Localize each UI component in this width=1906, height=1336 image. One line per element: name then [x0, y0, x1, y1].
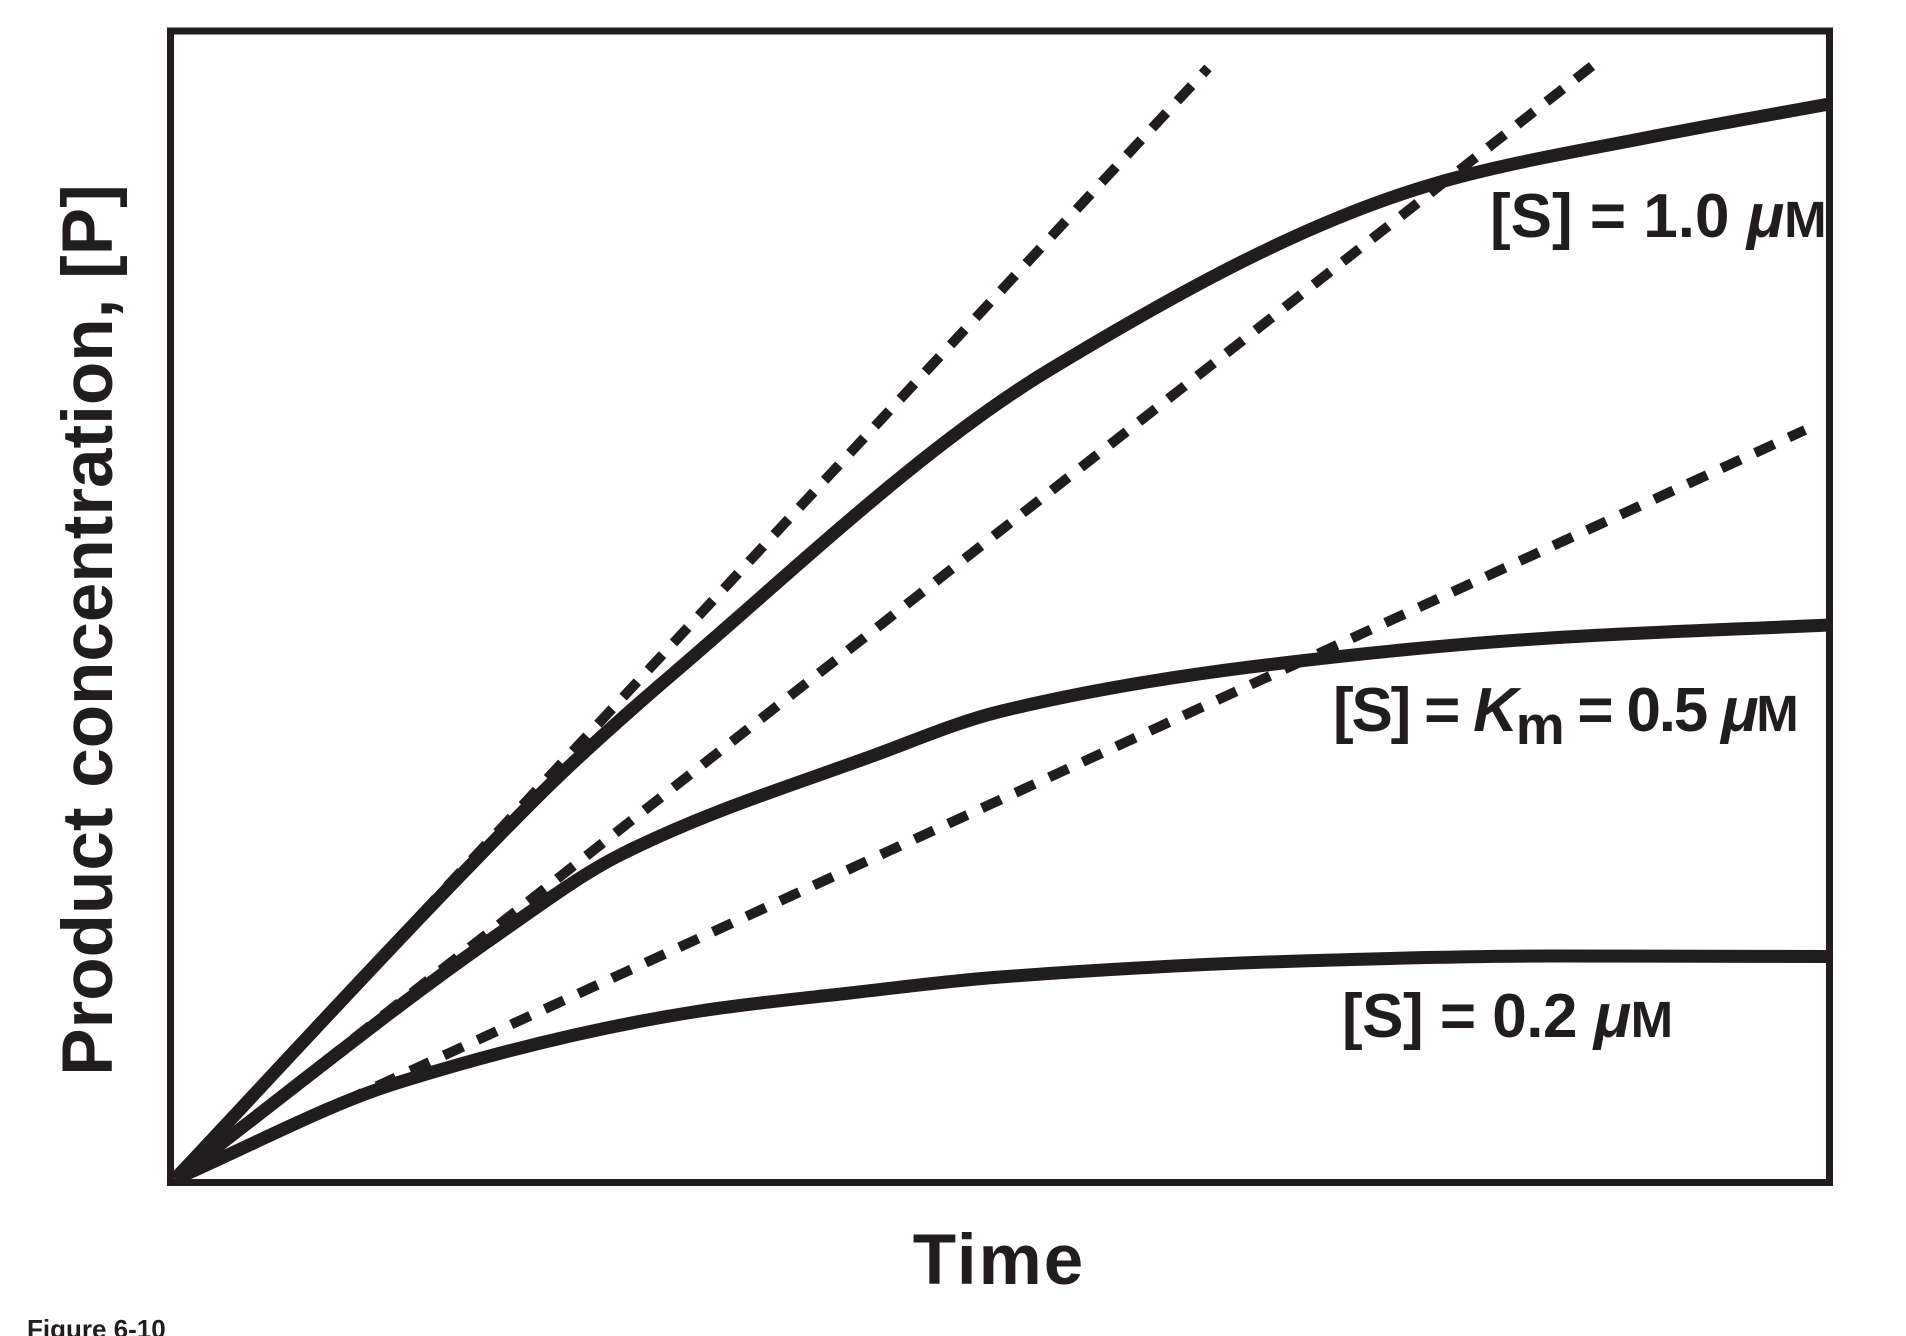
svg-text:[S] = 1.0 μM: [S] = 1.0 μM — [1490, 182, 1827, 251]
svg-text:Figure 6-10: Figure 6-10 — [27, 1314, 166, 1336]
svg-text:[S] = Km = 0.5 μM: [S] = Km = 0.5 μM — [1333, 676, 1797, 756]
svg-text:Product concentration, [P]: Product concentration, [P] — [49, 184, 128, 1076]
svg-text:Time: Time — [913, 1221, 1085, 1300]
svg-text:[S] = 0.2 μM: [S] = 0.2 μM — [1342, 982, 1673, 1051]
